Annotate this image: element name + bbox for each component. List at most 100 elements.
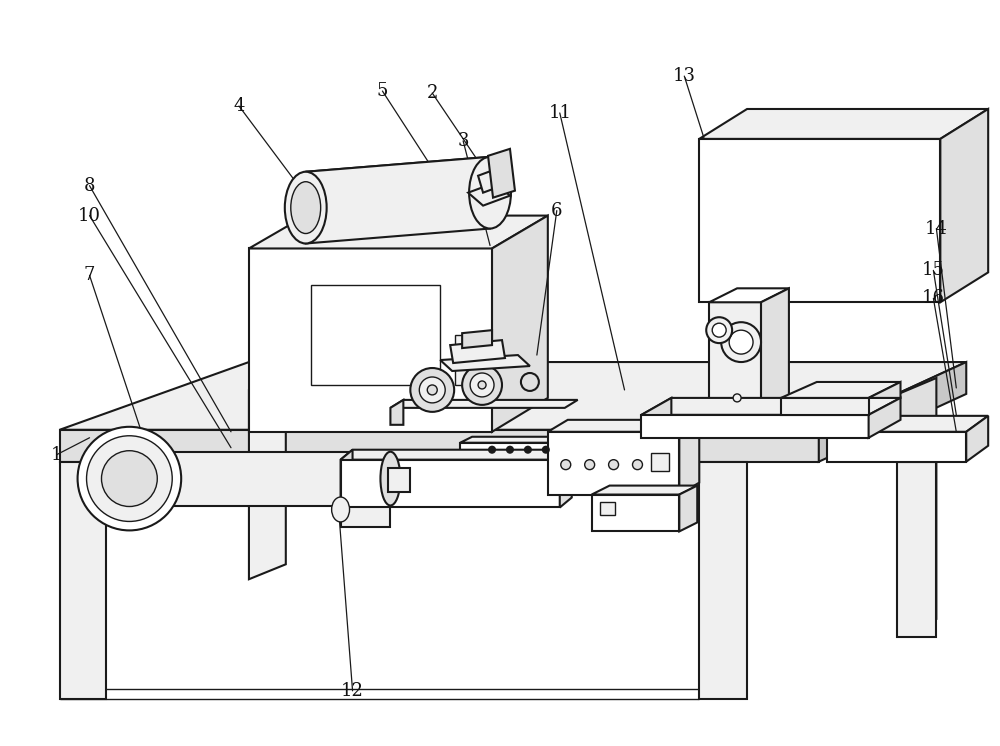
Circle shape [633, 460, 642, 470]
Polygon shape [341, 506, 390, 527]
Ellipse shape [291, 182, 321, 233]
Circle shape [525, 447, 531, 453]
Polygon shape [641, 415, 869, 438]
Circle shape [729, 330, 753, 354]
Polygon shape [781, 398, 869, 415]
Polygon shape [249, 216, 548, 248]
Polygon shape [592, 486, 697, 495]
Circle shape [87, 436, 172, 521]
Ellipse shape [119, 452, 139, 506]
Circle shape [543, 447, 549, 453]
Polygon shape [341, 450, 572, 460]
Ellipse shape [380, 452, 400, 506]
Polygon shape [869, 398, 901, 438]
Ellipse shape [285, 172, 327, 243]
Polygon shape [709, 302, 761, 415]
Polygon shape [709, 288, 789, 302]
Polygon shape [869, 382, 901, 398]
Polygon shape [592, 495, 679, 531]
Circle shape [478, 381, 486, 389]
Polygon shape [129, 452, 390, 506]
Ellipse shape [469, 157, 511, 228]
Polygon shape [940, 109, 988, 302]
Polygon shape [548, 420, 699, 432]
Circle shape [585, 460, 595, 470]
Polygon shape [462, 330, 492, 348]
Polygon shape [460, 436, 592, 442]
Polygon shape [827, 416, 988, 432]
Polygon shape [341, 460, 560, 507]
Circle shape [427, 385, 437, 395]
Polygon shape [440, 355, 530, 371]
Circle shape [733, 394, 741, 402]
Polygon shape [679, 420, 699, 495]
Polygon shape [390, 400, 578, 408]
Polygon shape [341, 498, 405, 506]
Polygon shape [897, 462, 936, 637]
Text: 3: 3 [457, 132, 469, 150]
Polygon shape [460, 442, 580, 460]
Polygon shape [641, 398, 671, 438]
Text: 11: 11 [548, 104, 571, 122]
Text: 8: 8 [84, 177, 95, 195]
Polygon shape [641, 398, 901, 415]
Text: 10: 10 [78, 207, 101, 225]
Polygon shape [60, 430, 819, 462]
Circle shape [706, 317, 732, 343]
Bar [600, 501, 615, 515]
Polygon shape [249, 375, 286, 579]
Circle shape [470, 373, 494, 397]
Text: 14: 14 [925, 219, 948, 237]
Circle shape [507, 447, 513, 453]
Text: 4: 4 [233, 97, 245, 115]
Polygon shape [679, 486, 697, 531]
Circle shape [712, 323, 726, 337]
Text: 1: 1 [51, 445, 62, 464]
Polygon shape [827, 432, 966, 462]
Text: 2: 2 [427, 84, 438, 102]
Polygon shape [249, 248, 492, 432]
Bar [651, 453, 669, 471]
Text: 16: 16 [922, 289, 945, 307]
Circle shape [489, 447, 495, 453]
Polygon shape [699, 139, 940, 302]
Polygon shape [897, 445, 956, 462]
Text: 13: 13 [673, 67, 696, 85]
Circle shape [561, 460, 571, 470]
Polygon shape [580, 436, 592, 460]
Ellipse shape [521, 373, 539, 391]
Polygon shape [761, 288, 789, 415]
Polygon shape [478, 166, 510, 192]
Polygon shape [390, 400, 403, 424]
Polygon shape [699, 462, 747, 699]
Polygon shape [468, 183, 510, 206]
Circle shape [609, 460, 619, 470]
Ellipse shape [332, 497, 350, 522]
Polygon shape [450, 340, 505, 363]
Circle shape [419, 377, 445, 403]
Bar [455, 335, 473, 385]
Polygon shape [492, 216, 548, 432]
Text: 5: 5 [377, 82, 388, 100]
Circle shape [410, 368, 454, 412]
Polygon shape [60, 362, 966, 430]
Polygon shape [388, 468, 410, 492]
Polygon shape [488, 149, 515, 198]
Polygon shape [311, 285, 440, 385]
Polygon shape [819, 362, 966, 462]
Polygon shape [699, 109, 988, 139]
Circle shape [78, 427, 181, 530]
Circle shape [721, 322, 761, 362]
Polygon shape [966, 416, 988, 462]
Polygon shape [60, 462, 106, 699]
Polygon shape [560, 450, 572, 507]
Text: 7: 7 [84, 266, 95, 284]
Text: 15: 15 [922, 261, 945, 280]
Polygon shape [781, 382, 901, 398]
Polygon shape [306, 157, 490, 243]
Circle shape [462, 365, 502, 405]
Polygon shape [899, 378, 936, 635]
Circle shape [101, 451, 157, 507]
Text: 12: 12 [341, 682, 364, 700]
Polygon shape [341, 450, 353, 507]
